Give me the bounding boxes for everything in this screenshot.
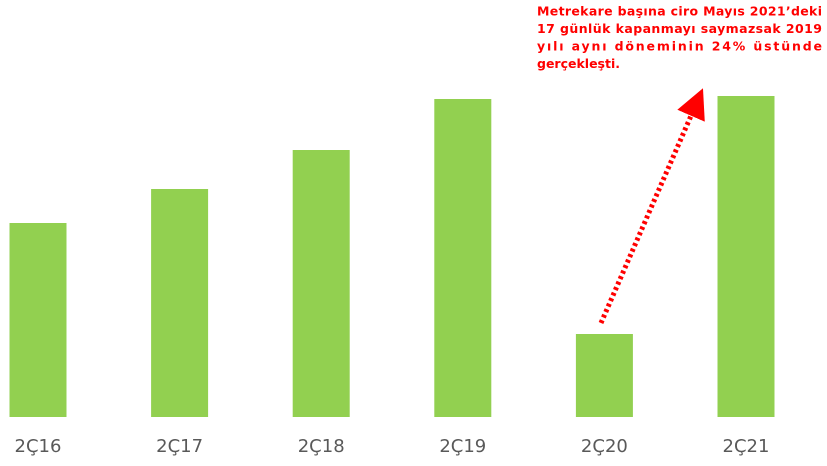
x-tick-label: 2Ç17 bbox=[156, 436, 203, 457]
bar bbox=[9, 223, 67, 417]
x-tick-label: 2Ç21 bbox=[723, 436, 770, 457]
x-tick-label: 2Ç20 bbox=[581, 436, 628, 457]
bar bbox=[151, 189, 209, 417]
annotation: gerçekleşti. bbox=[537, 56, 620, 71]
annotation: Metrekare başına ciro Mayıs 2021’deki bbox=[537, 4, 822, 19]
bar bbox=[292, 150, 350, 417]
bar bbox=[434, 99, 492, 417]
bar bbox=[575, 334, 633, 417]
x-tick-label: 2Ç18 bbox=[298, 436, 345, 457]
annotation: 17 günlük kapanmayı saymazsak 2019 bbox=[537, 21, 822, 36]
annotation: yılı aynı döneminin 24% üstünde bbox=[537, 39, 822, 54]
x-tick-label: 2Ç19 bbox=[439, 436, 486, 457]
arrow bbox=[598, 88, 705, 324]
bar bbox=[717, 96, 775, 417]
x-tick-label: 2Ç16 bbox=[15, 436, 62, 457]
